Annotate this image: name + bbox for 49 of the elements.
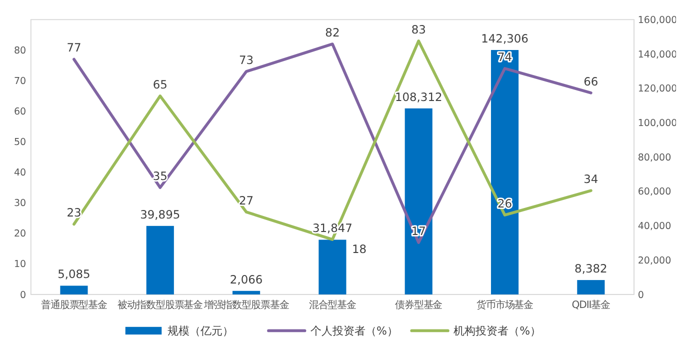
y-tick-label: 20 bbox=[14, 228, 26, 240]
bar bbox=[232, 290, 260, 294]
y-tick-label: 0 bbox=[20, 290, 26, 301]
x-tick-label: 货币市场基金 bbox=[476, 298, 534, 311]
y2-tick-label: 0 bbox=[638, 290, 644, 301]
data-label: 108,312 bbox=[394, 90, 442, 104]
data-label: 2,066 bbox=[230, 272, 263, 286]
x-tick-label: 增强指数型股票基金 bbox=[202, 298, 290, 311]
y-tick-label: 80 bbox=[14, 45, 26, 56]
data-label: 142,306 bbox=[481, 31, 528, 46]
data-label: 82 bbox=[325, 25, 340, 40]
bar bbox=[404, 108, 432, 294]
data-label: 77 bbox=[66, 40, 82, 55]
y2-tick-label: 80,000 bbox=[638, 152, 672, 164]
data-label: 66 bbox=[584, 74, 598, 88]
data-label: 5,085 bbox=[58, 267, 90, 282]
data-label: 27 bbox=[239, 193, 254, 208]
x-tick-label: 混合型基金 bbox=[308, 298, 357, 311]
y-tick-label: 30 bbox=[14, 198, 26, 210]
data-label: 8,382 bbox=[574, 261, 608, 276]
y-tick-label: 10 bbox=[14, 259, 26, 270]
x-tick-label: 被动指数型股票基金 bbox=[118, 298, 204, 311]
data-label: 74 bbox=[497, 50, 512, 64]
data-label: 34 bbox=[584, 172, 598, 186]
bar bbox=[146, 226, 174, 294]
data-label: 35 bbox=[152, 168, 168, 183]
y-tick-label: 50 bbox=[14, 137, 26, 148]
y2-tick-label: 20,000 bbox=[638, 255, 672, 266]
bar bbox=[490, 50, 519, 294]
data-label: 39,895 bbox=[140, 207, 180, 222]
y2-tick-label: 60,000 bbox=[638, 186, 672, 198]
data-label: 18 bbox=[352, 242, 367, 256]
bar bbox=[60, 286, 88, 294]
legend-label: 规模（亿元） bbox=[167, 324, 234, 338]
legend-label: 个人投资者（%） bbox=[310, 324, 398, 338]
data-label: 23 bbox=[66, 206, 82, 220]
data-label: 65 bbox=[152, 77, 168, 92]
y-tick-label: 60 bbox=[14, 106, 26, 118]
y-tick-label: 70 bbox=[14, 76, 26, 88]
legend-label: 机构投资者（%） bbox=[454, 324, 542, 338]
data-label: 73 bbox=[239, 52, 254, 67]
x-tick-label: 债券型基金 bbox=[395, 298, 443, 311]
y2-tick-label: 40,000 bbox=[638, 221, 672, 232]
x-tick-label: QDII基金 bbox=[572, 298, 611, 311]
bar bbox=[318, 240, 346, 294]
x-tick-label: 普通股票型基金 bbox=[40, 298, 108, 311]
bar bbox=[577, 280, 605, 294]
data-label: 83 bbox=[411, 22, 426, 36]
y-tick-label: 40 bbox=[14, 168, 26, 179]
